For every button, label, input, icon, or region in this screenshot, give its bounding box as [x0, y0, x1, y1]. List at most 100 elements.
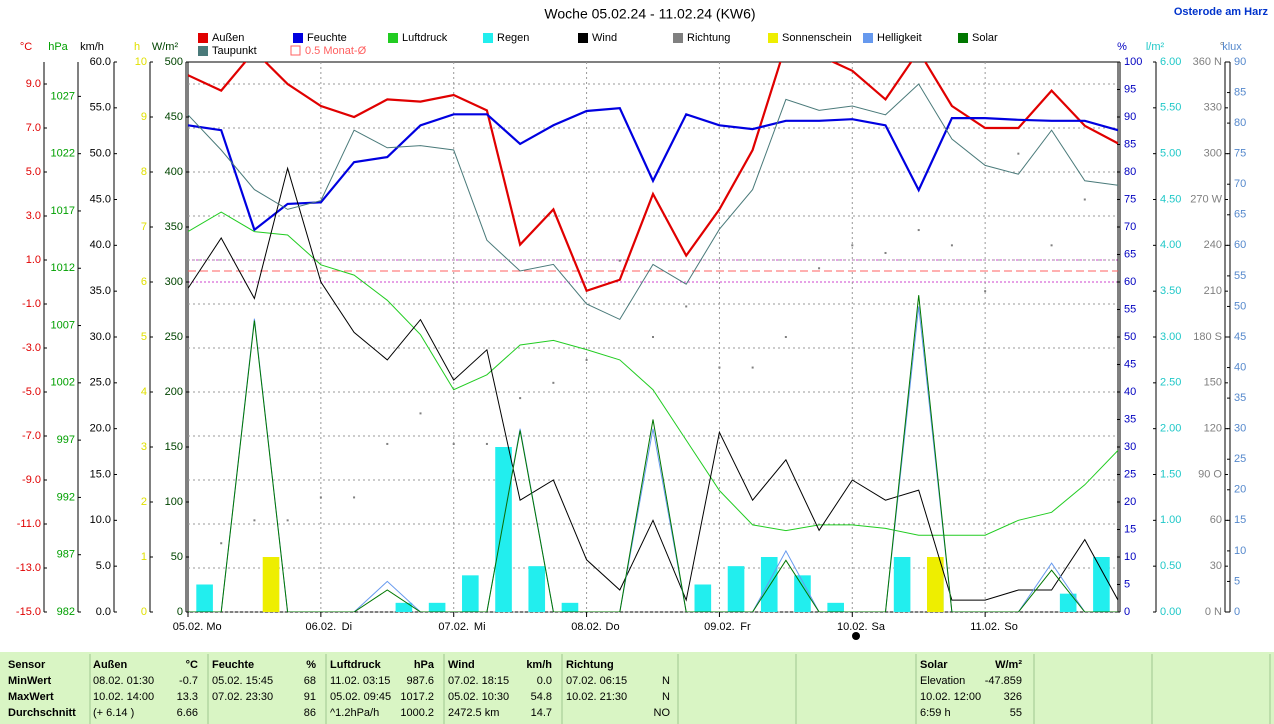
y-tick-label: 100 — [1124, 56, 1142, 68]
y-tick-label: 5 — [1234, 575, 1240, 587]
table-unit: °C — [186, 659, 198, 671]
y-tick-label: 0 — [141, 606, 147, 618]
y-tick-label: 85 — [1234, 86, 1246, 98]
legend-label: Taupunkt — [212, 45, 257, 57]
y-tick-label: 70 — [1234, 178, 1246, 190]
axis-unit: h — [134, 41, 140, 53]
table-cell: 10.02. 12:00 — [920, 691, 981, 703]
table-cell: 6:59 h — [920, 707, 951, 719]
direction-dot — [419, 412, 422, 415]
y-tick-label: -11.0 — [17, 518, 41, 530]
y-tick-label: 1.50 — [1160, 468, 1181, 480]
direction-dot — [452, 442, 455, 445]
table-value: 13.3 — [177, 691, 198, 703]
series-line — [188, 83, 1118, 321]
y-tick-label: 400 — [165, 166, 183, 178]
direction-dot — [519, 397, 522, 400]
y-tick-label: 55.0 — [90, 102, 111, 114]
y-tick-label: 40 — [1124, 386, 1136, 398]
y-tick-label: 250 — [165, 331, 183, 343]
y-tick-label: 0 — [1234, 606, 1240, 618]
legend-label: Außen — [212, 32, 244, 44]
y-tick-label: 55 — [1124, 303, 1136, 315]
direction-dot — [950, 244, 953, 247]
axis-unit: l/m² — [1146, 41, 1165, 53]
y-tick-label: 45 — [1124, 358, 1136, 370]
table-value: 14.7 — [531, 707, 552, 719]
y-tick-label: 360 N — [1193, 56, 1222, 68]
y-tick-label: 9.0 — [26, 78, 41, 90]
y-tick-label: 4.00 — [1160, 239, 1181, 251]
y-tick-label: 100 — [165, 496, 183, 508]
y-tick-label: 35 — [1124, 413, 1136, 425]
y-tick-label: 40.0 — [90, 239, 111, 251]
day-date: 07.02. — [438, 621, 469, 633]
direction-dot — [286, 519, 289, 522]
y-tick-label: 8 — [141, 166, 147, 178]
y-tick-label: 60 — [1124, 276, 1136, 288]
y-tick-label: 1022 — [51, 148, 75, 160]
bar — [827, 602, 844, 612]
table-row-label: MinWert — [8, 675, 52, 687]
direction-dot — [485, 442, 488, 445]
direction-dot — [751, 366, 754, 369]
y-tick-label: 150 — [165, 441, 183, 453]
direction-dot — [685, 305, 688, 308]
y-tick-label: 0 — [177, 606, 183, 618]
y-tick-label: 120 — [1204, 423, 1222, 435]
y-tick-label: 3 — [141, 441, 147, 453]
y-tick-label: 0.50 — [1160, 560, 1181, 572]
table-cell: Elevation — [920, 675, 965, 687]
y-tick-label: 45.0 — [90, 193, 111, 205]
day-date: 05.02. — [173, 621, 204, 633]
bar — [893, 557, 911, 612]
axis-unit: hPa — [48, 41, 68, 53]
direction-dot — [1050, 244, 1053, 247]
y-tick-label: 5.50 — [1160, 102, 1181, 114]
y-tick-label: -13.0 — [16, 562, 41, 574]
day-date: 10.02. — [837, 621, 868, 633]
y-tick-label: 2 — [141, 496, 147, 508]
legend-swatch — [958, 33, 968, 43]
bar — [727, 566, 745, 612]
y-tick-label: 60.0 — [90, 56, 111, 68]
bar — [927, 557, 944, 612]
y-tick-label: 0 N — [1205, 606, 1222, 618]
legend-swatch — [290, 45, 301, 56]
bar — [528, 566, 546, 612]
axis-unit: ° — [1220, 41, 1224, 53]
day-date: 08.02. — [571, 621, 602, 633]
direction-dot — [552, 381, 555, 384]
day-name: Di — [342, 621, 352, 633]
y-tick-label: 75 — [1234, 148, 1246, 160]
axis-unit: km/h — [80, 41, 104, 53]
bar — [794, 575, 811, 612]
table-unit: hPa — [414, 659, 435, 671]
table-cell: 07.02. 18:15 — [448, 675, 509, 687]
y-tick-label: 330 — [1204, 102, 1222, 114]
y-tick-label: 1027 — [51, 90, 75, 102]
table-value: -47.859 — [985, 675, 1022, 687]
legend-swatch — [768, 33, 778, 43]
legend-label: 0.5 Monat-Ø — [305, 45, 367, 57]
table-cell: 05.02. 10:30 — [448, 691, 509, 703]
chart-title: Woche 05.02.24 - 11.02.24 (KW6) — [544, 6, 755, 22]
y-tick-label: 90 — [1124, 111, 1136, 123]
y-tick-label: 150 — [1204, 377, 1222, 389]
table-cell: 11.02. 03:15 — [330, 675, 390, 687]
y-tick-label: 0 — [1124, 606, 1130, 618]
y-tick-label: 1007 — [51, 319, 75, 331]
y-tick-label: 95 — [1124, 83, 1136, 95]
series-line — [188, 166, 1118, 602]
table-cell: 2472.5 km — [448, 707, 499, 719]
y-tick-label: 30 — [1234, 423, 1246, 435]
bar — [694, 584, 712, 612]
bar — [262, 557, 280, 612]
y-tick-label: 300 — [165, 276, 183, 288]
table-unit: km/h — [526, 659, 552, 671]
y-tick-label: 50 — [1124, 331, 1136, 343]
table-cell: 05.02. 09:45 — [330, 691, 391, 703]
table-cell: (+ 6.14 ) — [93, 707, 134, 719]
bar — [428, 602, 446, 612]
table-row-label: Sensor — [8, 659, 46, 671]
